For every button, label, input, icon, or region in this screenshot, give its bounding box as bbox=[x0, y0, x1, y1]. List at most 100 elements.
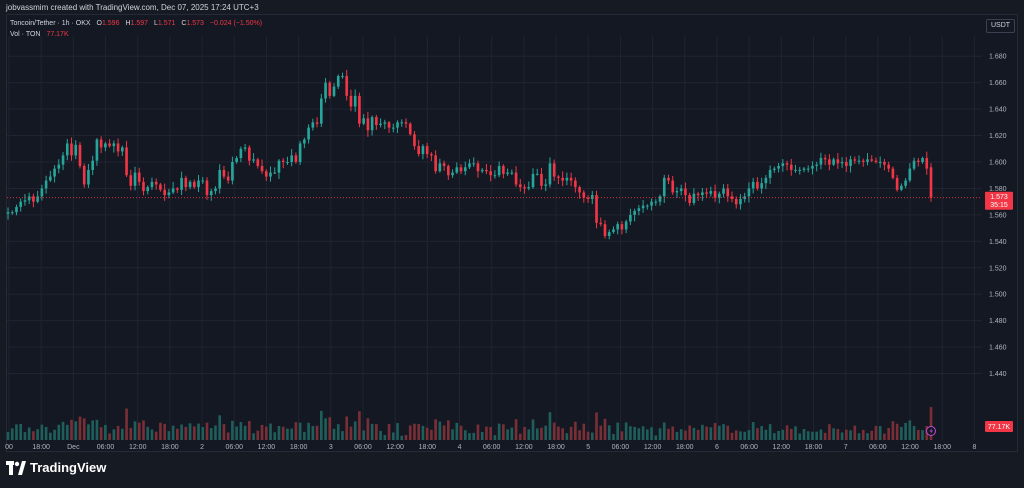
candle-body bbox=[137, 172, 141, 182]
candle-body bbox=[44, 180, 48, 189]
volume-bar bbox=[438, 421, 442, 440]
volume-bar bbox=[773, 433, 776, 440]
volume-bar bbox=[624, 422, 628, 440]
candle-body bbox=[192, 181, 196, 188]
chart-credit: jobvassmim created with TradingView.com,… bbox=[6, 3, 259, 12]
candle-body bbox=[430, 154, 433, 156]
candle-body bbox=[307, 127, 310, 140]
y-tick-label: 1.460 bbox=[989, 345, 1007, 352]
volume-bar bbox=[480, 432, 484, 440]
candle-body bbox=[298, 143, 302, 162]
candle-body bbox=[413, 134, 416, 147]
candle-body bbox=[201, 180, 205, 182]
volume-bar bbox=[531, 419, 535, 440]
volume-bar bbox=[408, 425, 412, 440]
volume-bar bbox=[832, 428, 835, 440]
candle-body bbox=[569, 177, 573, 181]
candle-body bbox=[442, 163, 446, 166]
candle-body bbox=[671, 180, 675, 193]
candle-body bbox=[552, 163, 556, 177]
volume-bar bbox=[400, 435, 404, 440]
candle-body bbox=[607, 232, 611, 237]
candle-body bbox=[417, 146, 421, 155]
symbol-name[interactable]: Toncoin/Tether · 1h · OKX bbox=[10, 20, 91, 27]
volume-bar bbox=[548, 412, 552, 440]
volume-bar bbox=[781, 429, 785, 440]
brand-logo[interactable]: TradingView bbox=[6, 460, 106, 475]
currency-button[interactable]: USDT bbox=[986, 19, 1015, 33]
volume-bar bbox=[349, 426, 353, 440]
candle-body bbox=[281, 160, 285, 162]
volume-bar bbox=[425, 427, 429, 440]
candle-body bbox=[527, 187, 531, 189]
candle-body bbox=[840, 162, 844, 164]
volume-bar bbox=[921, 430, 924, 440]
volume-bar bbox=[768, 424, 772, 440]
volume-bar bbox=[895, 423, 899, 440]
candle-body bbox=[336, 76, 340, 87]
candle-body bbox=[641, 205, 645, 209]
candle-body bbox=[61, 155, 65, 165]
volume-bar bbox=[616, 422, 620, 440]
volume-bar bbox=[82, 418, 86, 440]
candle-body bbox=[730, 196, 734, 200]
volume-bar bbox=[192, 426, 196, 440]
candle-body bbox=[540, 173, 543, 186]
volume-bar bbox=[802, 428, 806, 440]
x-tick-label: 3 bbox=[329, 444, 333, 451]
volume-bar bbox=[383, 435, 387, 440]
y-tick-label: 1.480 bbox=[989, 318, 1007, 325]
x-tick-label: 06:00 bbox=[354, 444, 372, 451]
candle-body bbox=[764, 177, 768, 184]
volume-bar bbox=[853, 425, 857, 440]
candle-body bbox=[510, 172, 514, 174]
volume-bar bbox=[286, 428, 289, 440]
volume-bar bbox=[823, 432, 827, 440]
x-tick-label: 06:00 bbox=[612, 444, 630, 451]
volume-bar bbox=[146, 426, 150, 440]
candle-body bbox=[273, 172, 277, 174]
candle-body bbox=[184, 177, 188, 188]
volume-label[interactable]: Vol · TON bbox=[10, 31, 41, 38]
candle-body bbox=[260, 165, 264, 172]
volume-bar bbox=[112, 429, 116, 440]
x-tick-label: 06:00 bbox=[483, 444, 501, 451]
volume-bar bbox=[281, 426, 285, 440]
candle-body bbox=[472, 163, 476, 165]
candle-body bbox=[421, 146, 425, 155]
volume-bar bbox=[641, 426, 645, 440]
candle-body bbox=[459, 167, 463, 172]
candle-body bbox=[688, 195, 691, 203]
x-tick-label: 7 bbox=[844, 444, 848, 451]
volume-bar bbox=[243, 425, 247, 440]
candle-body bbox=[129, 175, 133, 186]
x-tick-label: 12:00 bbox=[901, 444, 919, 451]
volume-bar bbox=[362, 430, 365, 440]
candle-body bbox=[19, 201, 23, 207]
candle-body bbox=[548, 163, 552, 185]
volume-bar bbox=[743, 431, 747, 440]
candle-body bbox=[239, 148, 243, 159]
price-chart[interactable]: 1.680 1.660 1.640 1.620 1.600 1.580 1.560 1.540… bbox=[0, 0, 1024, 452]
candle-body bbox=[722, 188, 725, 194]
candle-body bbox=[531, 173, 535, 188]
volume-bar bbox=[883, 433, 886, 440]
volume-bar bbox=[654, 435, 658, 440]
candle-body bbox=[167, 192, 171, 196]
volume-bar bbox=[40, 424, 44, 440]
volume-bar bbox=[116, 425, 120, 440]
volume-bar bbox=[87, 424, 90, 440]
volume-bar bbox=[366, 418, 370, 440]
candle-body bbox=[637, 208, 641, 211]
candle-body bbox=[70, 143, 73, 156]
candle-body bbox=[6, 212, 10, 214]
x-tick-label: 18:00 bbox=[32, 444, 50, 451]
candle-body bbox=[819, 158, 823, 165]
volume-bar bbox=[607, 425, 611, 440]
chart-frame[interactable] bbox=[6, 14, 1018, 452]
candle-body bbox=[502, 165, 505, 174]
volume-bar bbox=[514, 419, 518, 440]
volume-bar bbox=[121, 428, 124, 440]
volume-bar bbox=[260, 424, 264, 440]
candle-body bbox=[586, 197, 590, 200]
